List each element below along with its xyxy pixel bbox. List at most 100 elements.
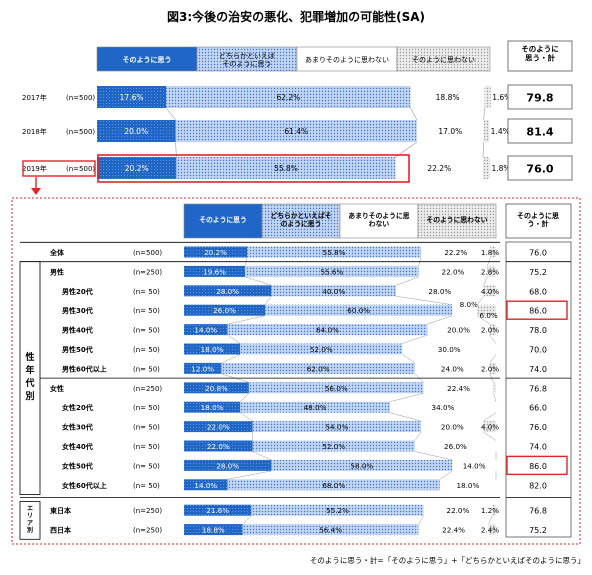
total-value: 74.0 [529,365,547,374]
segment-dochiraka [252,421,422,433]
data-label: 8.0% [460,300,478,309]
data-label: 26.0% [213,306,236,315]
row-n: (n= 50) [133,365,160,373]
row-n: (n=250) [133,527,162,535]
segment-sonoyouni [97,157,177,179]
connector-line [252,451,272,461]
total-value: 76.0 [529,423,547,432]
data-label: 28.0% [428,287,451,296]
segment-omowanai [482,157,490,179]
segment-sonoyouni [184,285,272,297]
segment-dochiraka [227,479,440,491]
data-label: 17.0% [438,127,462,136]
legend-label: そのように思う [199,215,247,224]
connector-line [396,276,419,286]
connector-line [483,107,485,121]
arrow-head [31,188,41,195]
segment-dochiraka [240,343,403,355]
group-label: 代 [24,377,34,389]
segment-sonoyouni [184,343,241,355]
data-label: 22.0% [207,423,230,432]
row-n: (n= 50) [133,404,160,412]
row-label: 男性60代以上 [62,364,107,373]
connector-line [389,412,422,422]
segment-amari [414,440,496,452]
connector-line [414,431,422,441]
data-label: 58.0% [350,461,373,470]
segment-dochiraka [251,504,424,516]
segment-amari [389,401,496,413]
total-value: 75.2 [529,268,547,277]
data-label: 55.8% [323,248,346,257]
data-label: 4.0% [481,287,499,296]
data-label: 61.4% [284,127,308,136]
data-label: 68.0% [322,481,345,490]
segment-sonoyouni [184,401,241,413]
data-label: 2.4% [481,526,499,535]
connector-line [240,412,253,422]
highlight-box-bar [97,154,410,183]
segment-omowanai [477,304,496,316]
segment-dochiraka [271,459,453,471]
row-label: 男性30代 [62,306,93,315]
segment-dochiraka [248,382,424,394]
segment-sonoyouni [184,246,248,258]
connector-line [418,515,424,525]
legend-swatch [183,203,263,239]
data-label: 18.0% [201,345,224,354]
segment-omowanai [487,265,496,277]
segment-dochiraka [252,440,415,452]
row-label: 2018年 [22,127,47,136]
segment-dochiraka [166,86,411,108]
segment-dochiraka [176,157,396,179]
data-label: 64.0% [316,326,339,335]
connector-line [264,296,272,305]
data-label: 22.0% [447,506,470,515]
data-label: 22.2% [444,248,467,257]
total-value: 75.2 [529,526,547,535]
data-label: 14.0% [463,461,486,470]
segment-sonoyouni [184,265,246,277]
row-n: (n=250) [133,507,162,515]
group-box [19,501,41,540]
data-label: 1.6% [492,93,511,102]
connector-line [242,515,252,525]
data-label: 18.8% [436,93,460,102]
data-label: 30.0% [438,345,461,354]
row-n: (n=500) [66,94,95,102]
legend-swatch [96,46,198,72]
total-value: 81.4 [526,126,553,139]
segment-amari [423,382,494,394]
legend-label: そのように思わない [412,56,475,64]
legend-label: あまりそのように思わない [305,56,389,64]
data-label: 55.6% [320,267,343,276]
data-label: 6.0% [480,311,498,320]
data-label: 20.0% [124,127,148,136]
row-label: 2019年 [22,164,47,173]
segment-amari [452,304,478,316]
segment-amari [416,120,484,142]
row-n: (n= 50) [133,346,160,354]
row-label: 女性40代 [62,442,93,451]
connector-line [483,276,488,286]
segment-amari [414,362,490,374]
segment-dochiraka [271,285,397,297]
data-label: 18.8% [202,526,225,535]
total-value: 79.8 [526,92,553,105]
segment-amari [421,421,484,433]
legend-swatch [339,203,419,239]
row-label: 東日本 [50,506,71,515]
data-label: 4.0% [481,423,499,432]
total-value: 74.0 [529,443,547,452]
data-label: 40.0% [322,287,345,296]
group-label: 性 [25,351,34,363]
segment-amari [421,246,491,258]
dotted-frame [11,197,581,545]
total-value: 66.0 [529,404,547,413]
segment-amari [439,479,496,491]
connector-line [483,412,497,422]
segment-omowanai [489,362,496,374]
connector-line [165,107,176,121]
data-label: 1.8% [491,164,510,173]
